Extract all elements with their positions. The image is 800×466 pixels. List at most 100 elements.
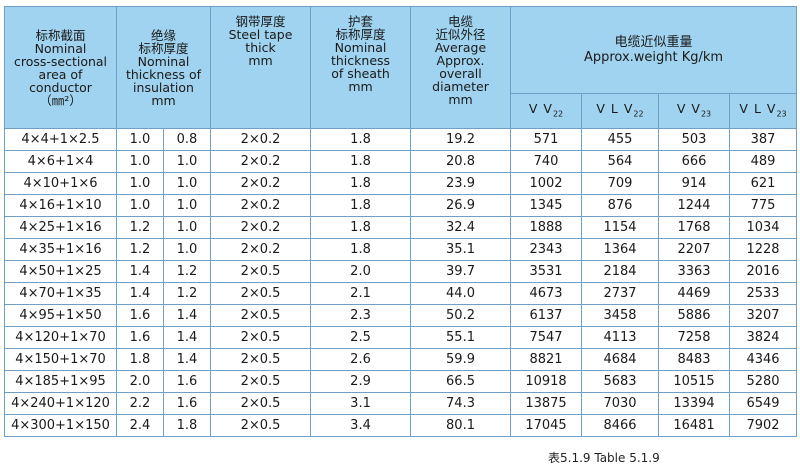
cell-weight-vv22: 6137 (510, 304, 583, 327)
table-row: 4×240+1×120 2.2 1.6 2×0.5 3.1 74.3 13875 7030 13… (4, 392, 798, 415)
cell-weight-vlv22: 455 (581, 128, 660, 151)
cell-weight-vlv22: 2737 (581, 282, 660, 305)
cell-cross-section: 4×300+1×150 (4, 414, 117, 437)
cell-weight-vv22: 1888 (510, 216, 583, 239)
header-diameter: 电缆 近似外径 Average Approx. overall diameter… (410, 6, 512, 129)
header-sub-vv22: V V22 (510, 93, 583, 129)
cell-cross-section: 4×185+1×95 (4, 370, 117, 393)
header-line: mm (448, 92, 473, 107)
cell-weight-vlv22: 7030 (581, 392, 660, 415)
cell-steel-tape: 2×0.5 (210, 414, 312, 437)
table-row: 4×70+1×35 1.4 1.2 2×0.5 2.1 44.0 4673 2737 4469 2… (4, 282, 798, 305)
cell-insulation-a: 2.4 (116, 414, 164, 437)
cell-steel-tape: 2×0.2 (210, 128, 312, 151)
cell-weight-vv23: 13394 (658, 392, 731, 415)
header-line: conductor (29, 79, 92, 95)
header-line: 绝缘 (151, 27, 177, 43)
cell-cross-section: 4×95+1×50 (4, 304, 117, 327)
header-line: Average (434, 40, 487, 55)
header-sub-vv23: V V23 (658, 93, 731, 129)
header-line: Approx. (436, 53, 485, 68)
cell-steel-tape: 2×0.5 (210, 370, 312, 393)
cell-weight-vlv23: 4346 (729, 348, 798, 371)
table-row: 4×35+1×16 1.2 1.0 2×0.2 1.8 35.1 2343 1364 2207 1… (4, 238, 798, 261)
header-sheath: 护套 标称厚度 Nominal thickness of sheath mm (310, 6, 412, 129)
cell-sheath: 2.0 (310, 260, 412, 283)
header-line: 电缆 (448, 14, 474, 29)
table-row: 4×16+1×10 1.0 1.0 2×0.2 1.8 26.9 1345 876 1244 77… (4, 194, 798, 217)
cell-diameter: 39.7 (410, 260, 512, 283)
cell-diameter: 35.1 (410, 238, 512, 261)
cell-weight-vv23: 8483 (658, 348, 731, 371)
cell-cross-section: 4×25+1×16 (4, 216, 117, 239)
cell-insulation-b: 1.0 (162, 172, 212, 195)
cell-weight-vv23: 2207 (658, 238, 731, 261)
cell-weight-vlv22: 564 (581, 150, 660, 173)
cell-diameter: 74.3 (410, 392, 512, 415)
cell-weight-vlv23: 6549 (729, 392, 798, 415)
cell-weight-vv23: 1768 (658, 216, 731, 239)
cell-weight-vv23: 1244 (658, 194, 731, 217)
cell-weight-vv22: 571 (510, 128, 583, 151)
cell-insulation-b: 1.2 (162, 260, 212, 283)
table-row: 4×6+1×4 1.0 1.0 2×0.2 1.8 20.8 740 564 666 489 (4, 150, 798, 173)
cell-weight-vlv22: 8466 (581, 414, 660, 437)
cell-diameter: 50.2 (410, 304, 512, 327)
cell-insulation-b: 1.4 (162, 348, 212, 371)
header-line: 护套 (348, 14, 374, 29)
cell-insulation-a: 1.2 (116, 238, 164, 261)
cell-weight-vv22: 7547 (510, 326, 583, 349)
cell-weight-vv23: 666 (658, 150, 731, 173)
cell-weight-vlv23: 1034 (729, 216, 798, 239)
header-line: area of (38, 66, 83, 82)
cell-weight-vlv22: 2184 (581, 260, 660, 283)
cell-insulation-b: 0.8 (162, 128, 212, 151)
header-line: 标称截面 (35, 27, 86, 43)
cell-weight-vlv23: 489 (729, 150, 798, 173)
table-row: 4×4+1×2.5 1.0 0.8 2×0.2 1.8 19.2 571 455 503 387 (4, 128, 798, 151)
header-steel-tape: 钢带厚度 Steel tape thick mm (210, 6, 312, 129)
header-sub-vlv22: V L V22 (581, 93, 660, 129)
header-line: Nominal (137, 53, 190, 69)
cell-weight-vv23: 4469 (658, 282, 731, 305)
cell-insulation-a: 1.8 (116, 348, 164, 371)
cell-weight-vlv22: 1154 (581, 216, 660, 239)
cell-insulation-a: 1.0 (116, 194, 164, 217)
cell-diameter: 66.5 (410, 370, 512, 393)
cell-weight-vv22: 1345 (510, 194, 583, 217)
cell-weight-vv22: 10918 (510, 370, 583, 393)
cell-weight-vlv22: 4113 (581, 326, 660, 349)
cell-weight-vv22: 1002 (510, 172, 583, 195)
header-line: mm (248, 53, 273, 68)
cell-insulation-b: 1.6 (162, 392, 212, 415)
header-cross-section: 标称截面 Nominal cross-sectional area of con… (4, 6, 117, 129)
cell-weight-vlv23: 2533 (729, 282, 798, 305)
cell-steel-tape: 2×0.5 (210, 348, 312, 371)
cell-weight-vv22: 740 (510, 150, 583, 173)
cell-insulation-a: 1.4 (116, 260, 164, 283)
header-line: 标称厚度 (138, 40, 189, 56)
cell-cross-section: 4×150+1×70 (4, 348, 117, 371)
cell-diameter: 20.8 (410, 150, 512, 173)
cell-sheath: 2.9 (310, 370, 412, 393)
cell-insulation-b: 1.2 (162, 282, 212, 305)
cell-sheath: 1.8 (310, 194, 412, 217)
header-weight-cn: 电缆近似重量 (614, 35, 693, 50)
cell-insulation-b: 1.0 (162, 216, 212, 239)
cell-cross-section: 4×4+1×2.5 (4, 128, 117, 151)
table-row: 4×25+1×16 1.2 1.0 2×0.2 1.8 32.4 1888 1154 1768 1… (4, 216, 798, 239)
cell-insulation-b: 1.8 (162, 414, 212, 437)
cell-insulation-b: 1.6 (162, 370, 212, 393)
header-line: thickness of (125, 66, 202, 82)
cell-sheath: 2.1 (310, 282, 412, 305)
cell-insulation-a: 1.0 (116, 150, 164, 173)
header-line: thick (245, 40, 276, 55)
header-line: mm (348, 79, 373, 94)
cell-weight-vv23: 7258 (658, 326, 731, 349)
cell-weight-vlv23: 5280 (729, 370, 798, 393)
cell-cross-section: 4×6+1×4 (4, 150, 117, 173)
cell-weight-vlv23: 3824 (729, 326, 798, 349)
cell-weight-vv22: 3531 (510, 260, 583, 283)
cell-insulation-b: 1.0 (162, 150, 212, 173)
cell-sheath: 1.8 (310, 238, 412, 261)
